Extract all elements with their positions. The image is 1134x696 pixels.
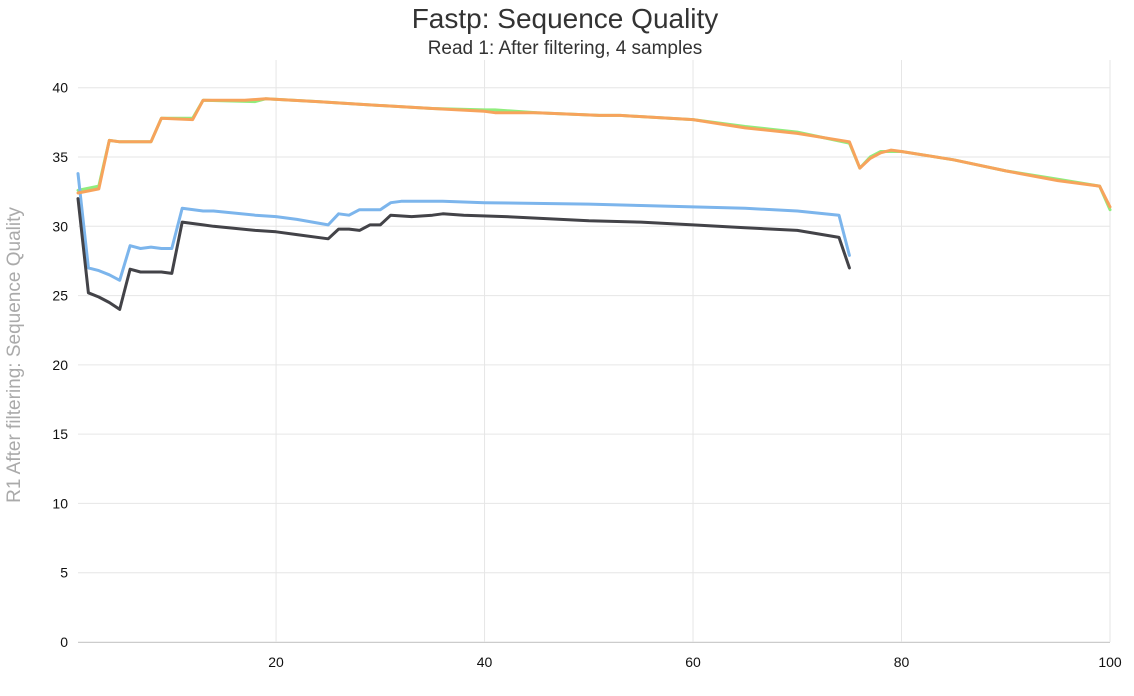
y-tick-label: 15 (52, 426, 68, 442)
axis-ticks: 0 5 10 15 20 25 30 35 40 20 40 60 80 100 (52, 80, 1121, 670)
y-tick-label: 30 (52, 218, 68, 234)
y-tick-label: 35 (52, 149, 68, 165)
y-axis-label: R1 After filtering: Sequence Quality (4, 207, 25, 503)
chart-subtitle: Read 1: After filtering, 4 samples (428, 38, 703, 59)
x-tick-label: 80 (894, 654, 910, 670)
series-lines (76, 97, 1112, 311)
y-tick-label: 20 (52, 357, 68, 373)
x-tick-label: 40 (477, 654, 493, 670)
series-line-4[interactable] (76, 97, 1112, 209)
y-tick-label: 40 (52, 80, 68, 96)
chart-title: Fastp: Sequence Quality (412, 3, 719, 34)
y-tick-label: 10 (52, 495, 68, 511)
grid-lines (78, 60, 1111, 643)
x-tick-label: 60 (685, 654, 701, 670)
x-tick-label: 100 (1098, 654, 1122, 670)
x-tick-label: 20 (268, 654, 284, 670)
y-tick-label: 0 (60, 634, 68, 650)
series-line-2[interactable] (76, 172, 851, 282)
y-tick-label: 5 (60, 565, 68, 581)
y-tick-label: 25 (52, 288, 68, 304)
series-line-3[interactable] (76, 197, 851, 311)
